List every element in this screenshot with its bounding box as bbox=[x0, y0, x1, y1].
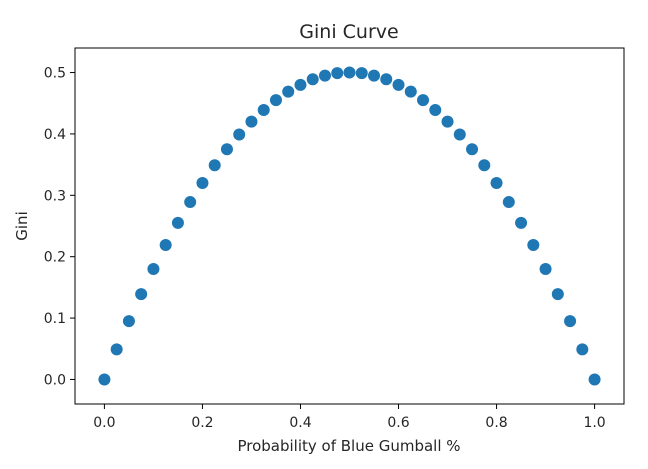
scatter-point bbox=[294, 78, 307, 91]
scatter-point bbox=[343, 66, 356, 79]
scatter-point bbox=[257, 103, 270, 116]
scatter-point bbox=[417, 94, 430, 107]
scatter-point bbox=[453, 128, 466, 141]
scatter-point bbox=[478, 159, 491, 172]
scatter-point bbox=[368, 69, 381, 82]
scatter-point bbox=[404, 85, 417, 98]
y-tick-label: 0.1 bbox=[44, 311, 66, 327]
scatter-point bbox=[576, 343, 589, 356]
x-tick-label: 0.2 bbox=[191, 415, 213, 431]
scatter-point bbox=[110, 343, 123, 356]
scatter-point bbox=[135, 288, 148, 301]
y-tick-label: 0.0 bbox=[44, 372, 66, 388]
plot-frame bbox=[74, 47, 625, 405]
scatter-point bbox=[245, 115, 258, 128]
x-tick-label: 0.8 bbox=[485, 415, 507, 431]
y-tick-label: 0.2 bbox=[44, 250, 66, 266]
y-tick-label: 0.3 bbox=[44, 188, 66, 204]
scatter-point bbox=[306, 73, 319, 86]
scatter-point bbox=[269, 94, 282, 107]
scatter-point bbox=[380, 73, 393, 86]
scatter-point bbox=[502, 196, 515, 209]
scatter-point bbox=[98, 373, 111, 386]
x-axis-label: Probability of Blue Gumball % bbox=[237, 437, 460, 455]
scatter-point bbox=[539, 262, 552, 275]
x-tick-label: 0.0 bbox=[93, 415, 115, 431]
chart-title: Gini Curve bbox=[299, 21, 398, 43]
scatter-point bbox=[490, 177, 503, 190]
scatter-point bbox=[331, 67, 344, 80]
scatter-point bbox=[196, 177, 209, 190]
scatter-point bbox=[564, 315, 577, 328]
y-tick-label: 0.4 bbox=[44, 127, 66, 143]
scatter-point bbox=[355, 67, 368, 80]
scatter-point bbox=[527, 239, 540, 252]
scatter-point bbox=[429, 103, 442, 116]
scatter-point bbox=[392, 78, 405, 91]
x-tick-label: 0.6 bbox=[387, 415, 409, 431]
y-tick-label: 0.5 bbox=[44, 66, 66, 82]
y-axis-label: Gini bbox=[13, 211, 31, 240]
scatter-point bbox=[515, 216, 528, 229]
x-axis-ticks: 0.0 0.2 0.4 0.6 0.8 1.0 bbox=[93, 404, 606, 431]
y-axis-ticks: 0.0 0.1 0.2 0.3 0.4 0.5 bbox=[44, 66, 75, 388]
scatter-point bbox=[441, 115, 454, 128]
scatter-point bbox=[233, 128, 246, 141]
scatter-point bbox=[220, 143, 233, 156]
scatter-point bbox=[282, 85, 295, 98]
x-tick-label: 0.4 bbox=[289, 415, 311, 431]
scatter-point bbox=[208, 159, 221, 172]
scatter-series bbox=[98, 66, 601, 386]
scatter-point bbox=[159, 239, 172, 252]
scatter-point bbox=[122, 315, 135, 328]
scatter-point bbox=[171, 216, 184, 229]
scatter-point bbox=[318, 69, 331, 82]
scatter-point bbox=[147, 262, 160, 275]
scatter-point bbox=[466, 143, 479, 156]
scatter-point bbox=[184, 196, 197, 209]
scatter-point bbox=[551, 288, 564, 301]
x-tick-label: 1.0 bbox=[583, 415, 605, 431]
scatter-point bbox=[588, 373, 601, 386]
